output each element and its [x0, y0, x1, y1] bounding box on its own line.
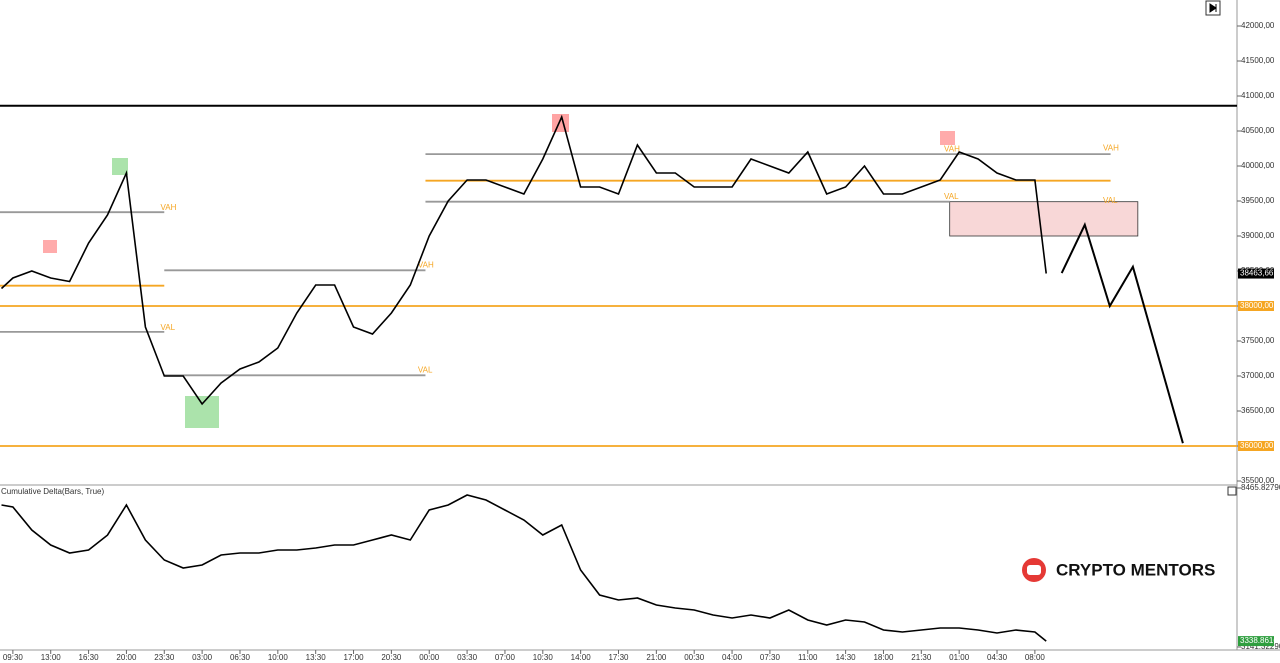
y2-tick-label: 8465.82790: [1241, 483, 1280, 492]
x-tick-label: 10:30: [533, 653, 554, 662]
y2-tick-label: 3141.32290: [1241, 642, 1280, 651]
level-tag: [1238, 441, 1274, 451]
y-tick-label: 35500,00: [1241, 476, 1275, 485]
x-tick-label: 07:30: [760, 653, 781, 662]
x-tick-label: 01:00: [949, 653, 970, 662]
x-tick-label: 21:30: [911, 653, 932, 662]
last-value-label: 38463,66: [1240, 269, 1274, 278]
y-tick-label: 39000,00: [1241, 231, 1275, 240]
supply-zone: [949, 201, 1139, 237]
x-tick-label: 06:30: [230, 653, 251, 662]
x-tick-label: 00:00: [419, 653, 440, 662]
pane-title: Cumulative Delta(Bars, True): [1, 487, 104, 496]
projection-line: [1060, 222, 1184, 444]
series-line: [1, 494, 1047, 642]
x-tick-label: 04:30: [987, 653, 1008, 662]
x-tick-label: 13:30: [306, 653, 327, 662]
level-tag: [1238, 301, 1274, 311]
y-tick-label: 36500,00: [1241, 406, 1275, 415]
y-tick-label: 40500,00: [1241, 126, 1275, 135]
pane-close[interactable]: [1227, 486, 1237, 496]
va-label: VAH: [1103, 144, 1119, 153]
level-tag-label: 36000,00: [1240, 441, 1274, 450]
va-label: VAL: [418, 366, 433, 375]
signal-box: [112, 158, 128, 175]
scroll-icon: [1209, 3, 1217, 13]
y-tick-label: 37500,00: [1241, 336, 1275, 345]
x-tick-label: 10:00: [268, 653, 289, 662]
x-tick-label: 03:00: [192, 653, 213, 662]
va-label: VAL: [1103, 196, 1118, 205]
level-tag-label: 38000,00: [1240, 301, 1274, 310]
x-tick-label: 20:30: [381, 653, 402, 662]
va-label: VAH: [418, 261, 434, 270]
x-tick-label: 18:00: [873, 653, 894, 662]
signal-box: [185, 396, 219, 428]
last-value-tag: [1238, 636, 1274, 647]
x-tick-label: 20:00: [116, 653, 137, 662]
x-tick-label: 23:30: [154, 653, 175, 662]
x-tick-label: 17:00: [344, 653, 365, 662]
last-value-label: 3338.86161: [1240, 636, 1280, 645]
signal-box: [43, 240, 57, 253]
signal-box: [552, 114, 569, 132]
y-tick-label: 40000,00: [1241, 161, 1275, 170]
x-tick-label: 00:30: [684, 653, 705, 662]
x-tick-label: 09:30: [3, 653, 24, 662]
signal-box: [940, 131, 955, 145]
y-tick-label: 41000,00: [1241, 91, 1275, 100]
last-value-tag: [1238, 268, 1274, 279]
x-tick-label: 21:00: [646, 653, 667, 662]
x-tick-label: 04:00: [722, 653, 743, 662]
x-tick-label: 14:30: [836, 653, 857, 662]
x-tick-label: 11:00: [798, 653, 818, 662]
x-tick-label: 08:00: [1025, 653, 1046, 662]
x-tick-label: 13:00: [41, 653, 62, 662]
va-label: VAL: [944, 192, 959, 201]
y-tick-label: 39500,00: [1241, 196, 1275, 205]
x-tick-label: 07:00: [495, 653, 516, 662]
brand-logo-inner: [1027, 565, 1041, 575]
x-tick-label: 03:30: [457, 653, 478, 662]
x-tick-label: 17:30: [608, 653, 629, 662]
va-label: VAH: [160, 203, 176, 212]
series-line: [0, 114, 1047, 406]
va-label: VAL: [160, 323, 175, 332]
y-tick-label: 42000,00: [1241, 21, 1275, 30]
va-label: VAH: [944, 144, 960, 153]
x-tick-label: 16:30: [79, 653, 100, 662]
brand-name: CRYPTO MENTORS: [1056, 560, 1215, 579]
y-tick-label: 41500,00: [1241, 56, 1275, 65]
y-tick-label: 37000,00: [1241, 371, 1275, 380]
x-tick-label: 14:00: [571, 653, 592, 662]
